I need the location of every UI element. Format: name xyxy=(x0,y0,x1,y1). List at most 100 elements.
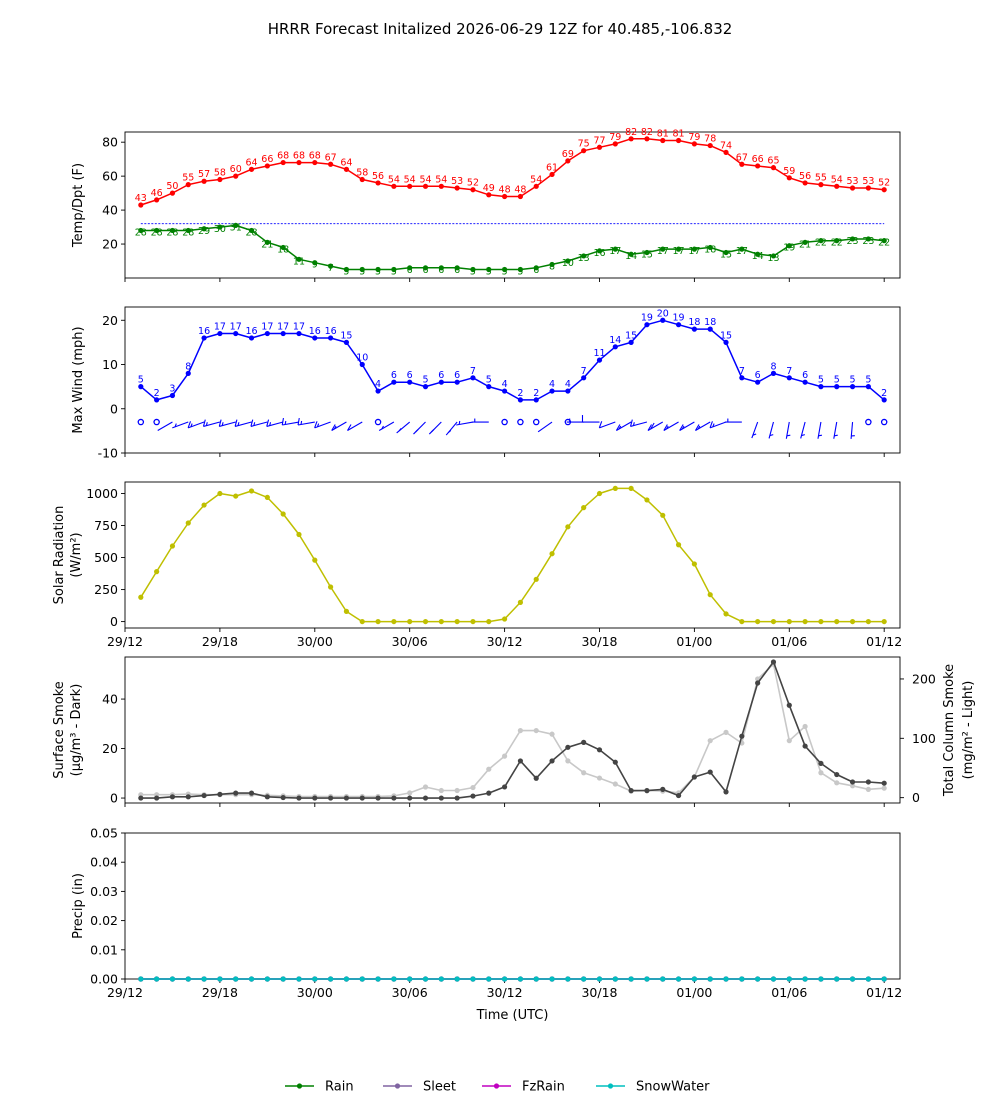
wind-barb-half-feather xyxy=(333,425,337,430)
data-label: 61 xyxy=(546,162,558,173)
data-point xyxy=(533,576,539,582)
data-point xyxy=(375,618,381,625)
data-point xyxy=(501,193,508,200)
data-point xyxy=(154,227,160,234)
data-point xyxy=(818,976,824,982)
data-label: 16 xyxy=(593,248,605,259)
data-point xyxy=(881,785,887,791)
data-point xyxy=(818,770,824,776)
x-tick-label: 30/06 xyxy=(392,634,428,649)
y-tick-label: 0 xyxy=(110,614,118,629)
data-point xyxy=(628,485,634,492)
data-point xyxy=(691,326,697,332)
data-point xyxy=(849,783,856,789)
data-point xyxy=(739,618,745,625)
data-point xyxy=(264,794,270,800)
data-point xyxy=(849,185,856,191)
data-point xyxy=(407,379,413,385)
data-label: 2 xyxy=(517,388,523,399)
wind-barb-staff xyxy=(751,421,759,439)
x-tick-label: 30/18 xyxy=(581,985,617,1000)
data-label: 58 xyxy=(214,168,226,179)
data-point xyxy=(280,976,286,982)
data-point xyxy=(628,976,634,982)
wind-barb-feather xyxy=(679,424,684,431)
data-point xyxy=(422,265,429,271)
data-point xyxy=(533,397,539,403)
data-point xyxy=(296,795,302,801)
data-point xyxy=(217,224,223,230)
data-label: 16 xyxy=(198,326,210,337)
data-label: 6 xyxy=(407,265,413,276)
wind-barb-staff xyxy=(266,421,284,427)
data-point xyxy=(755,163,761,169)
data-label: 46 xyxy=(151,188,163,199)
wind-barb-half-feather xyxy=(752,433,757,436)
data-label: 66 xyxy=(752,154,764,165)
data-label: 81 xyxy=(657,128,669,139)
wind-barb-feather xyxy=(598,421,603,429)
wind-barb-half-feather xyxy=(415,429,419,433)
data-point xyxy=(644,497,650,503)
data-label: 13 xyxy=(767,253,779,264)
data-point xyxy=(343,166,350,172)
wind-barb-feather xyxy=(347,424,352,431)
data-label: 17 xyxy=(657,246,669,257)
wind-barb-staff xyxy=(378,421,395,432)
wind-barb-staff xyxy=(679,421,695,432)
wind-barb-half-feather xyxy=(398,427,402,432)
data-label: 6 xyxy=(438,370,444,381)
wind-barb-feather xyxy=(218,419,222,427)
wind-barb-staff xyxy=(172,421,189,429)
data-point xyxy=(533,265,539,271)
wind-barb-half-feather xyxy=(834,434,838,437)
data-label: 14 xyxy=(625,251,637,262)
calm-wind-circle xyxy=(880,418,888,426)
data-point xyxy=(834,183,840,189)
data-point xyxy=(501,784,508,790)
data-point xyxy=(454,795,460,801)
data-label: 8 xyxy=(185,361,191,372)
wind-barb-feather xyxy=(331,424,336,431)
data-point xyxy=(770,370,777,376)
data-point xyxy=(865,384,871,390)
data-point xyxy=(343,266,350,273)
wind-barb-half-feather xyxy=(447,430,452,434)
data-point xyxy=(596,357,603,363)
data-label: 5 xyxy=(517,267,523,278)
data-label: 17 xyxy=(673,246,685,257)
data-point xyxy=(881,187,887,193)
wind-barb-half-feather xyxy=(284,420,287,425)
legend-item-rain: Rain xyxy=(285,1080,354,1095)
data-label: 5 xyxy=(486,375,492,386)
data-point xyxy=(486,384,492,390)
data-point xyxy=(201,976,207,982)
data-point xyxy=(517,266,524,273)
legend-marker xyxy=(296,1083,303,1089)
data-point xyxy=(549,261,555,268)
data-label: 28 xyxy=(151,227,163,238)
data-point xyxy=(612,344,618,350)
data-point xyxy=(865,185,871,191)
wind-barb-feather xyxy=(615,424,621,431)
data-label: 31 xyxy=(230,222,242,233)
data-point xyxy=(312,557,318,563)
data-point xyxy=(691,141,697,147)
data-label: 5 xyxy=(138,375,144,386)
data-point xyxy=(248,335,255,341)
series-surface_smoke xyxy=(138,659,887,801)
data-label: 18 xyxy=(688,317,700,328)
wind-barb-staff xyxy=(250,421,268,427)
data-label: 23 xyxy=(862,236,874,247)
y-tick-label: 0.05 xyxy=(90,826,118,841)
legend-item-fzrain: FzRain xyxy=(482,1080,565,1095)
data-point xyxy=(675,246,682,252)
x-axis-label: Time (UTC) xyxy=(476,1008,549,1023)
data-label: 56 xyxy=(372,171,384,182)
data-label: 68 xyxy=(277,151,289,162)
data-point xyxy=(454,265,460,271)
wind-barbs xyxy=(137,415,888,440)
data-label: 5 xyxy=(818,375,824,386)
data-label: 5 xyxy=(375,267,381,278)
